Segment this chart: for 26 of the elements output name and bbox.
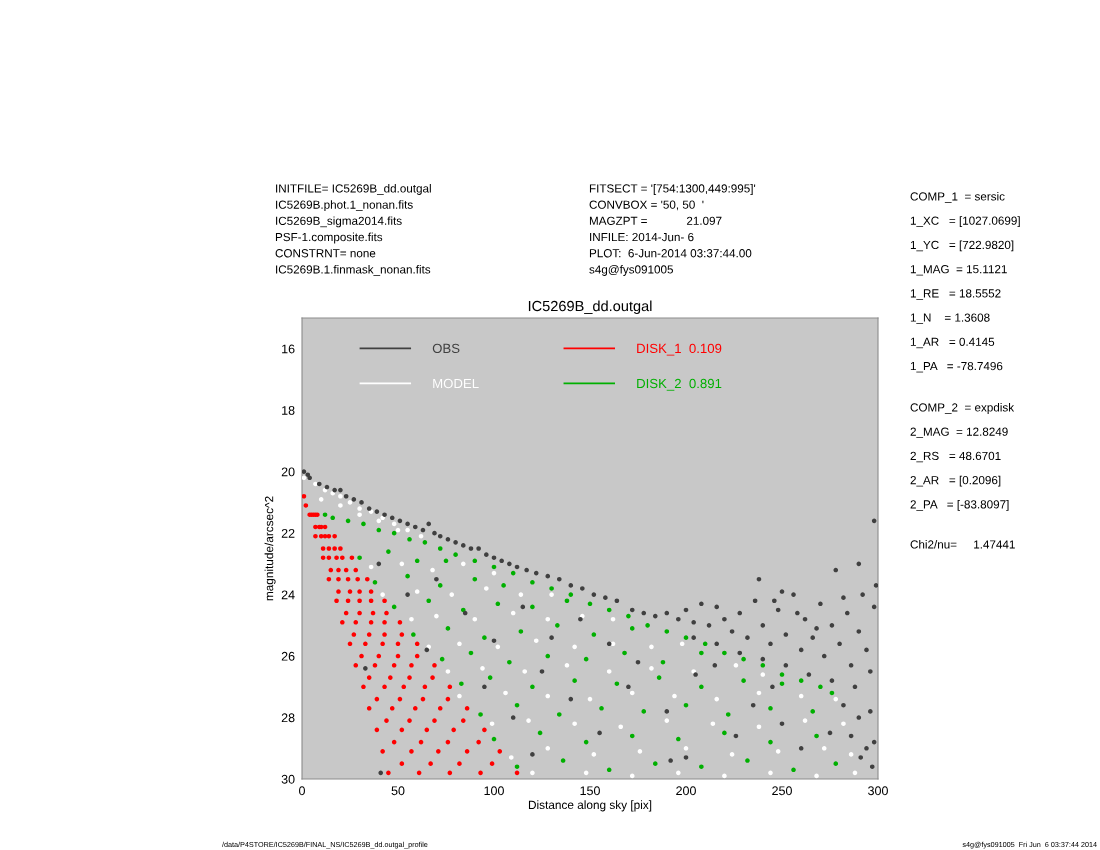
x-tick-label: 0 (299, 786, 305, 796)
y-tick-label: 18 (282, 406, 295, 415)
text: Chi2/nu= 1.47441 (910, 540, 1015, 549)
y-tick-label: 30 (281, 774, 295, 784)
x-tick-label: 300 (868, 786, 888, 796)
y-tick-label: 22 (281, 528, 295, 538)
y-tick-label: 26 (281, 651, 295, 661)
y-tick-label: 16 (282, 344, 295, 354)
text: INITFILE= IC5269B_dd.outgal IC5269B.phot.1_nonan.fits IC5269B_sigma2014.fits PSF-1.composite.fits CONSTRNT= none IC5269B.1.finmask_nonan.fits (275, 184, 431, 276)
text: FITSECT = '[754:1300,449:995]' CONVBOX = '50, 50 ' MAGZPT = 21.097 INFILE: 2014-Jun- 6 PLOT: 6-Jun-2014 03:37:44.00 s4g@fys091005 (589, 184, 756, 276)
x-tick-label: 50 (391, 786, 405, 796)
x-tick-label: 200 (676, 786, 696, 796)
y-tick-label: 20 (281, 467, 295, 477)
text: COMP_2 = expdisk 2_MAG = 12.8249 2_RS = 48.6701 2_AR = [0.2096] 2_PA = [-83.8097] (910, 403, 1015, 511)
x-axis-title: Distance along sky [pix] (528, 800, 652, 812)
x-tick-label: 150 (580, 786, 600, 796)
legend-label: DISK_1 0.109 (637, 343, 722, 356)
y-tick-label: 24 (281, 590, 295, 600)
legend-label: DISK_2 0.891 (637, 378, 722, 391)
x-tick-label: 250 (772, 786, 792, 796)
legend-label: OBS (432, 343, 460, 354)
y-axis-title: magnitude/arcsec^2 (264, 496, 276, 601)
y-tick-label: 28 (281, 713, 295, 723)
chart-title: IC5269B_dd.outgal (528, 300, 652, 315)
text: COMP_1 = sersic 1_XC = [1027.0699] 1_YC = [722.9820] 1_MAG = 15.1121 1_RE = 18.5552 1_N = 1.3608 1_AR = 0.4145 1_PA = -78.7496 (910, 192, 1020, 373)
x-tick-label: 100 (484, 786, 504, 796)
